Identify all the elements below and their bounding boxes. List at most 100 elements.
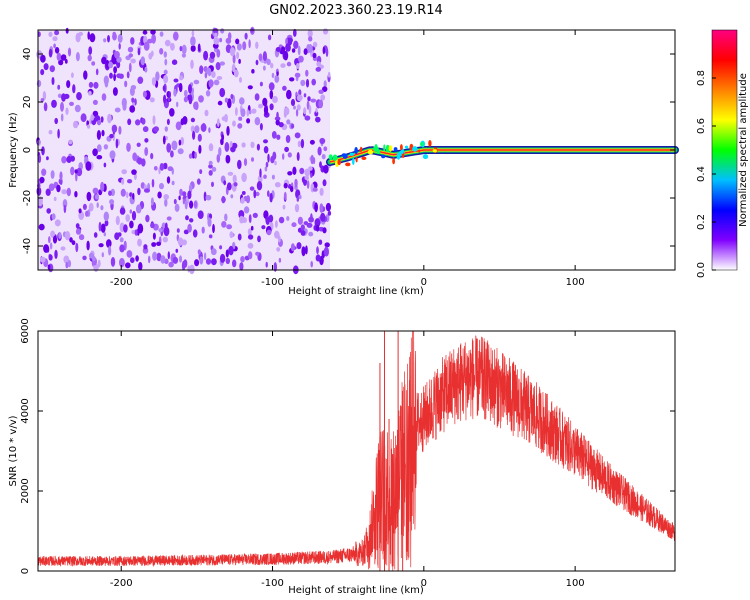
noise-blob [300, 224, 305, 231]
noise-blob [56, 52, 62, 61]
noise-blob [104, 219, 109, 227]
noise-blob [113, 73, 116, 82]
noise-blob [64, 231, 71, 241]
noise-blob [166, 176, 171, 184]
noise-blob [144, 147, 149, 156]
noise-blob [322, 28, 329, 35]
noise-blob [297, 45, 301, 56]
noise-blob [232, 174, 237, 183]
spectrogram-signal-track [326, 140, 679, 167]
noise-blob [236, 51, 240, 60]
noise-blob [285, 135, 291, 143]
noise-blob [107, 113, 112, 124]
track-blob [355, 157, 358, 163]
noise-blob [282, 85, 287, 91]
noise-blob [246, 109, 250, 117]
noise-blob [312, 187, 318, 192]
noise-blob [127, 118, 132, 126]
noise-blob [233, 182, 238, 187]
noise-blob [229, 141, 233, 148]
noise-blob [105, 59, 110, 69]
noise-blob [58, 231, 62, 240]
noise-blob [159, 48, 164, 55]
noise-blob [113, 66, 117, 74]
noise-blob [129, 87, 135, 96]
track-blob [360, 146, 363, 152]
noise-blob [86, 191, 92, 202]
noise-blob [263, 105, 269, 116]
colorbar-tick-label: 0.2 [696, 214, 707, 230]
y-tick-label: 4000 [20, 398, 31, 423]
noise-blob [298, 89, 302, 97]
noise-blob [263, 146, 269, 154]
noise-blob [213, 37, 220, 45]
noise-blob [296, 94, 303, 102]
noise-blob [40, 98, 45, 102]
noise-blob [290, 98, 296, 107]
noise-blob [87, 124, 91, 129]
noise-blob [132, 152, 138, 161]
noise-blob [188, 94, 193, 105]
noise-blob [181, 191, 187, 197]
noise-blob [213, 79, 220, 86]
noise-blob [56, 184, 61, 193]
noise-blob [159, 163, 165, 171]
noise-blob [308, 105, 312, 115]
noise-blob [323, 146, 328, 152]
noise-blob [182, 198, 186, 205]
noise-blob [47, 264, 51, 270]
noise-blob [130, 257, 135, 264]
noise-blob [65, 261, 69, 269]
noise-fill [38, 30, 331, 270]
noise-blob [265, 161, 269, 168]
noise-blob [255, 59, 259, 66]
noise-blob [145, 214, 150, 223]
noise-blob [291, 123, 295, 129]
snr-y-ticks: 0 2000 4000 6000 [20, 318, 675, 574]
noise-blob [211, 166, 217, 172]
noise-blob [266, 229, 272, 236]
noise-blob [238, 116, 243, 121]
track-blob [381, 154, 386, 159]
noise-blob [197, 43, 201, 52]
noise-blob [112, 32, 117, 41]
noise-blob [155, 71, 160, 82]
noise-blob [224, 97, 229, 103]
noise-blob [307, 96, 311, 102]
noise-blob [159, 182, 164, 190]
noise-blob [324, 242, 330, 248]
noise-blob [109, 199, 115, 205]
noise-blob [85, 161, 92, 171]
snr-frame [37, 330, 676, 572]
noise-blob [78, 208, 82, 214]
noise-blob [258, 103, 263, 109]
noise-blob [58, 59, 64, 66]
noise-blob [274, 182, 281, 188]
noise-blob [225, 154, 231, 164]
noise-blob [284, 146, 289, 153]
noise-blob [199, 169, 203, 175]
noise-blob [150, 29, 156, 35]
noise-blob [182, 116, 188, 125]
noise-blob [300, 79, 306, 87]
noise-blob [164, 198, 168, 207]
noise-blob [251, 108, 257, 114]
noise-blob [255, 41, 259, 49]
noise-blob [203, 50, 209, 61]
noise-blob [307, 44, 313, 53]
noise-blob [226, 224, 233, 230]
noise-blob [141, 118, 146, 125]
noise-blob [262, 51, 267, 62]
noise-blob [241, 172, 247, 183]
noise-blob [247, 242, 254, 249]
noise-blob [75, 228, 82, 235]
track-blob [332, 154, 338, 161]
noise-blob [296, 152, 300, 161]
noise-blob [273, 262, 277, 272]
noise-blob [40, 54, 46, 63]
x-tick-label: 0 [421, 578, 427, 589]
noise-blob [305, 78, 310, 88]
noise-blob [115, 215, 120, 226]
noise-blob [61, 189, 68, 195]
noise-blob [290, 243, 295, 252]
